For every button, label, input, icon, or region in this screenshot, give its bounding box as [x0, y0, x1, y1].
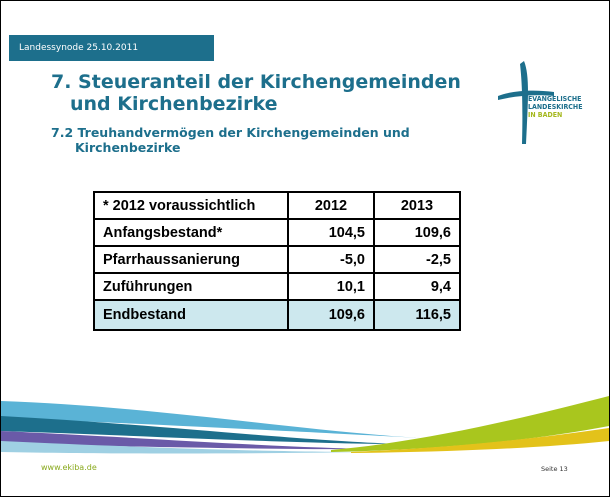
logo-line: LANDESKIRCHE [528, 103, 583, 111]
row: Pfarrhaussanierung -5,0 -2,5 [93, 245, 461, 274]
header-row: * 2012 voraussichtlich 2012 2013 [93, 191, 461, 220]
cell: 109,6 [287, 299, 375, 331]
cell: 116,5 [373, 299, 461, 331]
logo-text: EVANGELISCHE LANDESKIRCHE IN BADEN [528, 95, 583, 119]
logo-cross [498, 61, 554, 144]
cell: Pfarrhaussanierung [93, 245, 289, 274]
cell: -2,5 [373, 245, 461, 274]
title-line: 7. Steueranteil der Kirchengemeinden [51, 71, 461, 93]
logo-line: IN BADEN [528, 111, 563, 119]
subtitle: 7.2 Treuhandvermögen der Kirchengemeinde… [51, 125, 410, 155]
cell: Zuführungen [93, 272, 289, 301]
header-cell: * 2012 voraussichtlich [93, 191, 289, 220]
waves [1, 396, 609, 454]
cell: 109,6 [373, 218, 461, 247]
page-number: Seite 13 [541, 465, 568, 473]
session-bar: Landessynode 25.10.2011 [9, 35, 214, 61]
title: 7. Steueranteil der Kirchengemeinden und… [51, 71, 461, 115]
cell: -5,0 [287, 245, 375, 274]
logo-line: EVANGELISCHE [528, 95, 582, 103]
footer-url: www.ekiba.de [41, 463, 97, 472]
header-cell: 2013 [373, 191, 461, 220]
cell: 9,4 [373, 272, 461, 301]
cell: Anfangsbestand* [93, 218, 289, 247]
cell: Endbestand [93, 299, 289, 331]
subtitle-line: Kirchenbezirke [75, 140, 181, 155]
total-row: Endbestand 109,6 116,5 [93, 299, 461, 331]
cell: 10,1 [287, 272, 375, 301]
title-line: und Kirchenbezirke [70, 93, 278, 115]
table: * 2012 voraussichtlich 2012 2013 Anfangs… [93, 191, 461, 331]
subtitle-line: 7.2 Treuhandvermögen der Kirchengemeinde… [51, 125, 410, 140]
header-cell: 2012 [287, 191, 375, 220]
cell: 104,5 [287, 218, 375, 247]
row: Zuführungen 10,1 9,4 [93, 272, 461, 301]
row: Anfangsbestand* 104,5 109,6 [93, 218, 461, 247]
